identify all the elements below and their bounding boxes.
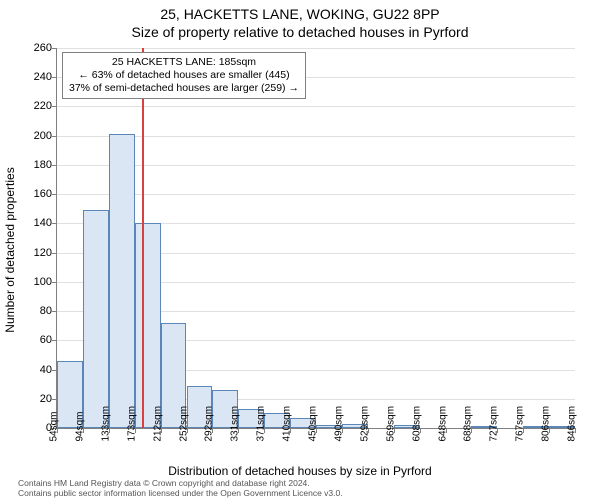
ytick-label: 240 (12, 71, 52, 83)
title-line-1: 25, HACKETTS LANE, WOKING, GU22 8PP (0, 6, 600, 22)
ytick-label: 0 (12, 422, 52, 434)
ytick-label: 260 (12, 42, 52, 54)
ytick-label: 220 (12, 100, 52, 112)
ytick-mark (52, 106, 57, 107)
annotation-line: 37% of semi-detached houses are larger (… (69, 82, 299, 95)
gridline (57, 48, 575, 49)
ytick-label: 80 (12, 305, 52, 317)
gridline (57, 136, 575, 137)
annotation-line: ← 63% of detached houses are smaller (44… (69, 69, 299, 82)
ytick-mark (52, 77, 57, 78)
ytick-mark (52, 340, 57, 341)
ytick-label: 160 (12, 188, 52, 200)
gridline (57, 165, 575, 166)
histogram-bar (109, 134, 135, 428)
ytick-label: 40 (12, 364, 52, 376)
ytick-label: 140 (12, 217, 52, 229)
ytick-mark (52, 136, 57, 137)
ytick-label: 20 (12, 393, 52, 405)
ytick-label: 180 (12, 159, 52, 171)
ytick-mark (52, 48, 57, 49)
ytick-mark (52, 223, 57, 224)
footer-line-2: Contains public sector information licen… (18, 489, 343, 498)
x-axis-label: Distribution of detached houses by size … (0, 464, 600, 478)
histogram-bar (83, 210, 109, 428)
ytick-mark (52, 311, 57, 312)
ytick-mark (52, 253, 57, 254)
gridline (57, 194, 575, 195)
title-line-2: Size of property relative to detached ho… (0, 24, 600, 40)
reference-line (142, 48, 144, 428)
chart-container: 25, HACKETTS LANE, WOKING, GU22 8PP Size… (0, 0, 600, 500)
footer-attribution: Contains HM Land Registry data © Crown c… (18, 479, 343, 498)
annotation-box: 25 HACKETTS LANE: 185sqm← 63% of detache… (62, 52, 306, 99)
gridline (57, 106, 575, 107)
histogram-bar (135, 223, 161, 428)
annotation-line: 25 HACKETTS LANE: 185sqm (69, 56, 299, 69)
ytick-label: 100 (12, 276, 52, 288)
ytick-mark (52, 165, 57, 166)
ytick-mark (52, 282, 57, 283)
ytick-label: 200 (12, 130, 52, 142)
ytick-label: 120 (12, 247, 52, 259)
ytick-label: 60 (12, 334, 52, 346)
ytick-mark (52, 194, 57, 195)
plot-area (56, 48, 575, 429)
